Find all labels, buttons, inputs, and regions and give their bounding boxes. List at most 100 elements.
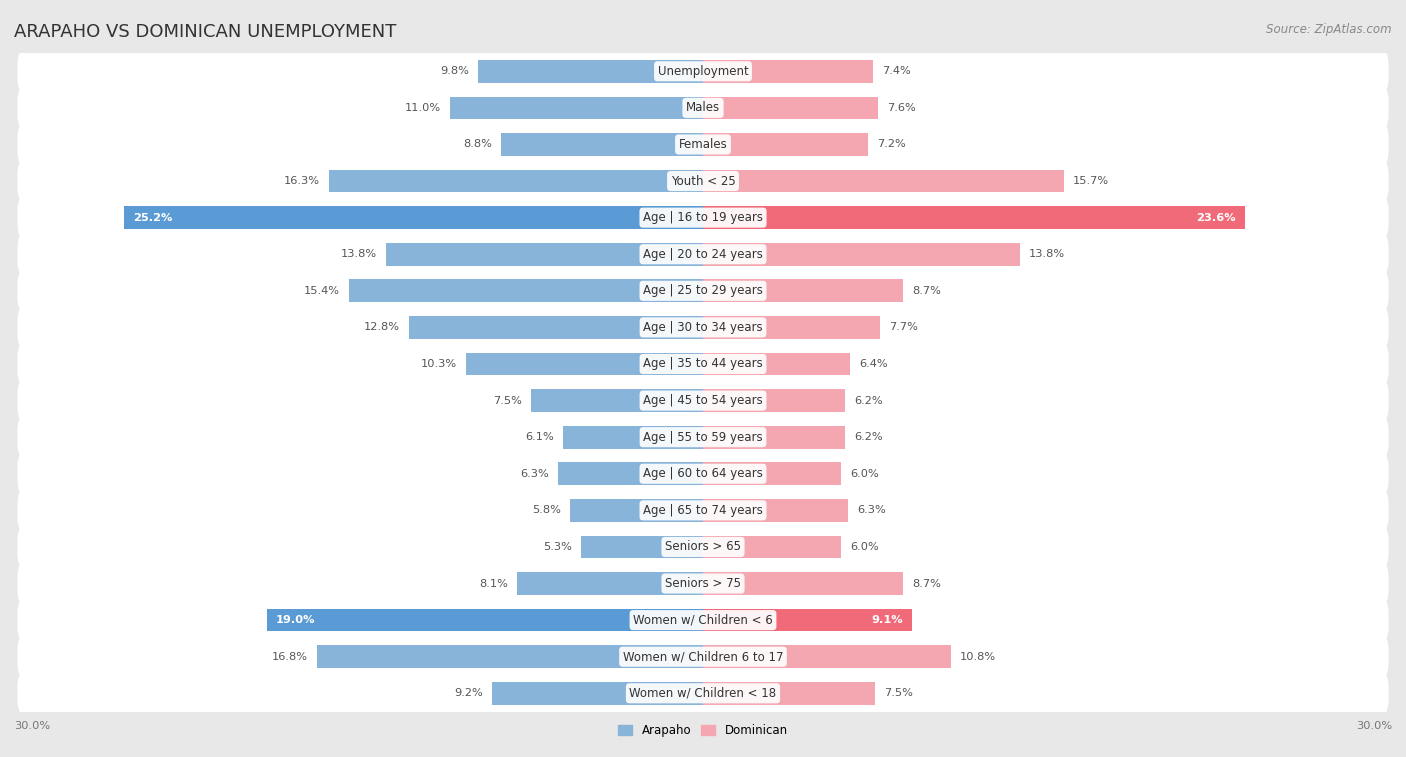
FancyBboxPatch shape bbox=[17, 86, 1389, 130]
Bar bbox=[703, 133, 869, 156]
Bar bbox=[703, 682, 875, 705]
FancyBboxPatch shape bbox=[17, 122, 1389, 167]
Text: Unemployment: Unemployment bbox=[658, 65, 748, 78]
Text: Females: Females bbox=[679, 138, 727, 151]
Text: ARAPAHO VS DOMINICAN UNEMPLOYMENT: ARAPAHO VS DOMINICAN UNEMPLOYMENT bbox=[14, 23, 396, 41]
Bar bbox=[562, 426, 703, 448]
FancyBboxPatch shape bbox=[17, 415, 1389, 459]
Text: Seniors > 75: Seniors > 75 bbox=[665, 577, 741, 590]
FancyBboxPatch shape bbox=[17, 671, 1389, 715]
Text: 8.7%: 8.7% bbox=[912, 286, 941, 296]
Text: Age | 55 to 59 years: Age | 55 to 59 years bbox=[643, 431, 763, 444]
Bar bbox=[349, 279, 703, 302]
Text: Age | 45 to 54 years: Age | 45 to 54 years bbox=[643, 394, 763, 407]
Text: 16.8%: 16.8% bbox=[271, 652, 308, 662]
Bar bbox=[478, 60, 703, 83]
Text: 25.2%: 25.2% bbox=[134, 213, 173, 223]
Bar bbox=[517, 572, 703, 595]
Bar bbox=[318, 646, 703, 668]
FancyBboxPatch shape bbox=[17, 159, 1389, 204]
Text: Age | 60 to 64 years: Age | 60 to 64 years bbox=[643, 467, 763, 480]
Text: 13.8%: 13.8% bbox=[1029, 249, 1066, 259]
Bar bbox=[703, 243, 1019, 266]
Bar bbox=[703, 609, 912, 631]
Text: 7.4%: 7.4% bbox=[882, 67, 911, 76]
Bar bbox=[703, 207, 1244, 229]
Text: 8.1%: 8.1% bbox=[479, 578, 508, 588]
Text: Age | 35 to 44 years: Age | 35 to 44 years bbox=[643, 357, 763, 370]
Text: 19.0%: 19.0% bbox=[276, 615, 315, 625]
Text: 23.6%: 23.6% bbox=[1197, 213, 1236, 223]
Legend: Arapaho, Dominican: Arapaho, Dominican bbox=[613, 719, 793, 742]
Text: 12.8%: 12.8% bbox=[364, 322, 399, 332]
Bar bbox=[703, 463, 841, 485]
Bar bbox=[124, 207, 703, 229]
Text: Age | 65 to 74 years: Age | 65 to 74 years bbox=[643, 504, 763, 517]
Bar bbox=[569, 499, 703, 522]
Bar bbox=[581, 536, 703, 558]
Text: Age | 16 to 19 years: Age | 16 to 19 years bbox=[643, 211, 763, 224]
Text: 6.4%: 6.4% bbox=[859, 359, 887, 369]
Text: 10.3%: 10.3% bbox=[422, 359, 457, 369]
Text: 7.2%: 7.2% bbox=[877, 139, 907, 149]
Text: Age | 25 to 29 years: Age | 25 to 29 years bbox=[643, 285, 763, 298]
Bar bbox=[558, 463, 703, 485]
Text: 6.3%: 6.3% bbox=[520, 469, 550, 478]
Bar bbox=[703, 572, 903, 595]
FancyBboxPatch shape bbox=[17, 195, 1389, 240]
Bar bbox=[703, 60, 873, 83]
Text: 30.0%: 30.0% bbox=[1355, 721, 1392, 731]
Bar bbox=[703, 97, 877, 119]
Text: 6.0%: 6.0% bbox=[851, 469, 879, 478]
Text: 8.7%: 8.7% bbox=[912, 578, 941, 588]
Text: 6.2%: 6.2% bbox=[855, 396, 883, 406]
Text: 15.7%: 15.7% bbox=[1073, 176, 1109, 186]
FancyBboxPatch shape bbox=[17, 598, 1389, 643]
Text: 9.8%: 9.8% bbox=[440, 67, 468, 76]
Bar bbox=[450, 97, 703, 119]
FancyBboxPatch shape bbox=[17, 488, 1389, 533]
Text: 9.1%: 9.1% bbox=[872, 615, 903, 625]
Bar bbox=[501, 133, 703, 156]
FancyBboxPatch shape bbox=[17, 525, 1389, 569]
Bar bbox=[329, 170, 703, 192]
Text: 6.3%: 6.3% bbox=[856, 506, 886, 516]
Text: Age | 20 to 24 years: Age | 20 to 24 years bbox=[643, 248, 763, 260]
Text: Women w/ Children < 18: Women w/ Children < 18 bbox=[630, 687, 776, 699]
Text: Males: Males bbox=[686, 101, 720, 114]
Text: Source: ZipAtlas.com: Source: ZipAtlas.com bbox=[1267, 23, 1392, 36]
Text: Age | 30 to 34 years: Age | 30 to 34 years bbox=[643, 321, 763, 334]
Bar bbox=[703, 389, 845, 412]
Text: 6.2%: 6.2% bbox=[855, 432, 883, 442]
Bar bbox=[703, 426, 845, 448]
Bar bbox=[703, 646, 950, 668]
FancyBboxPatch shape bbox=[17, 451, 1389, 496]
Text: Women w/ Children < 6: Women w/ Children < 6 bbox=[633, 614, 773, 627]
Text: 10.8%: 10.8% bbox=[960, 652, 997, 662]
Text: 5.3%: 5.3% bbox=[543, 542, 572, 552]
Text: 13.8%: 13.8% bbox=[340, 249, 377, 259]
Text: 6.1%: 6.1% bbox=[524, 432, 554, 442]
Text: Seniors > 65: Seniors > 65 bbox=[665, 540, 741, 553]
Bar bbox=[703, 353, 851, 375]
Text: 7.7%: 7.7% bbox=[889, 322, 918, 332]
FancyBboxPatch shape bbox=[17, 232, 1389, 276]
Bar bbox=[703, 170, 1063, 192]
Text: 30.0%: 30.0% bbox=[14, 721, 51, 731]
Bar bbox=[267, 609, 703, 631]
Text: 6.0%: 6.0% bbox=[851, 542, 879, 552]
Text: 16.3%: 16.3% bbox=[284, 176, 319, 186]
Text: Women w/ Children 6 to 17: Women w/ Children 6 to 17 bbox=[623, 650, 783, 663]
Text: Youth < 25: Youth < 25 bbox=[671, 175, 735, 188]
FancyBboxPatch shape bbox=[17, 378, 1389, 423]
FancyBboxPatch shape bbox=[17, 305, 1389, 350]
Bar bbox=[703, 536, 841, 558]
Text: 5.8%: 5.8% bbox=[531, 506, 561, 516]
FancyBboxPatch shape bbox=[17, 341, 1389, 386]
FancyBboxPatch shape bbox=[17, 49, 1389, 94]
FancyBboxPatch shape bbox=[17, 634, 1389, 679]
Bar bbox=[703, 279, 903, 302]
Bar bbox=[703, 499, 848, 522]
Text: 9.2%: 9.2% bbox=[454, 688, 482, 698]
Bar bbox=[387, 243, 703, 266]
